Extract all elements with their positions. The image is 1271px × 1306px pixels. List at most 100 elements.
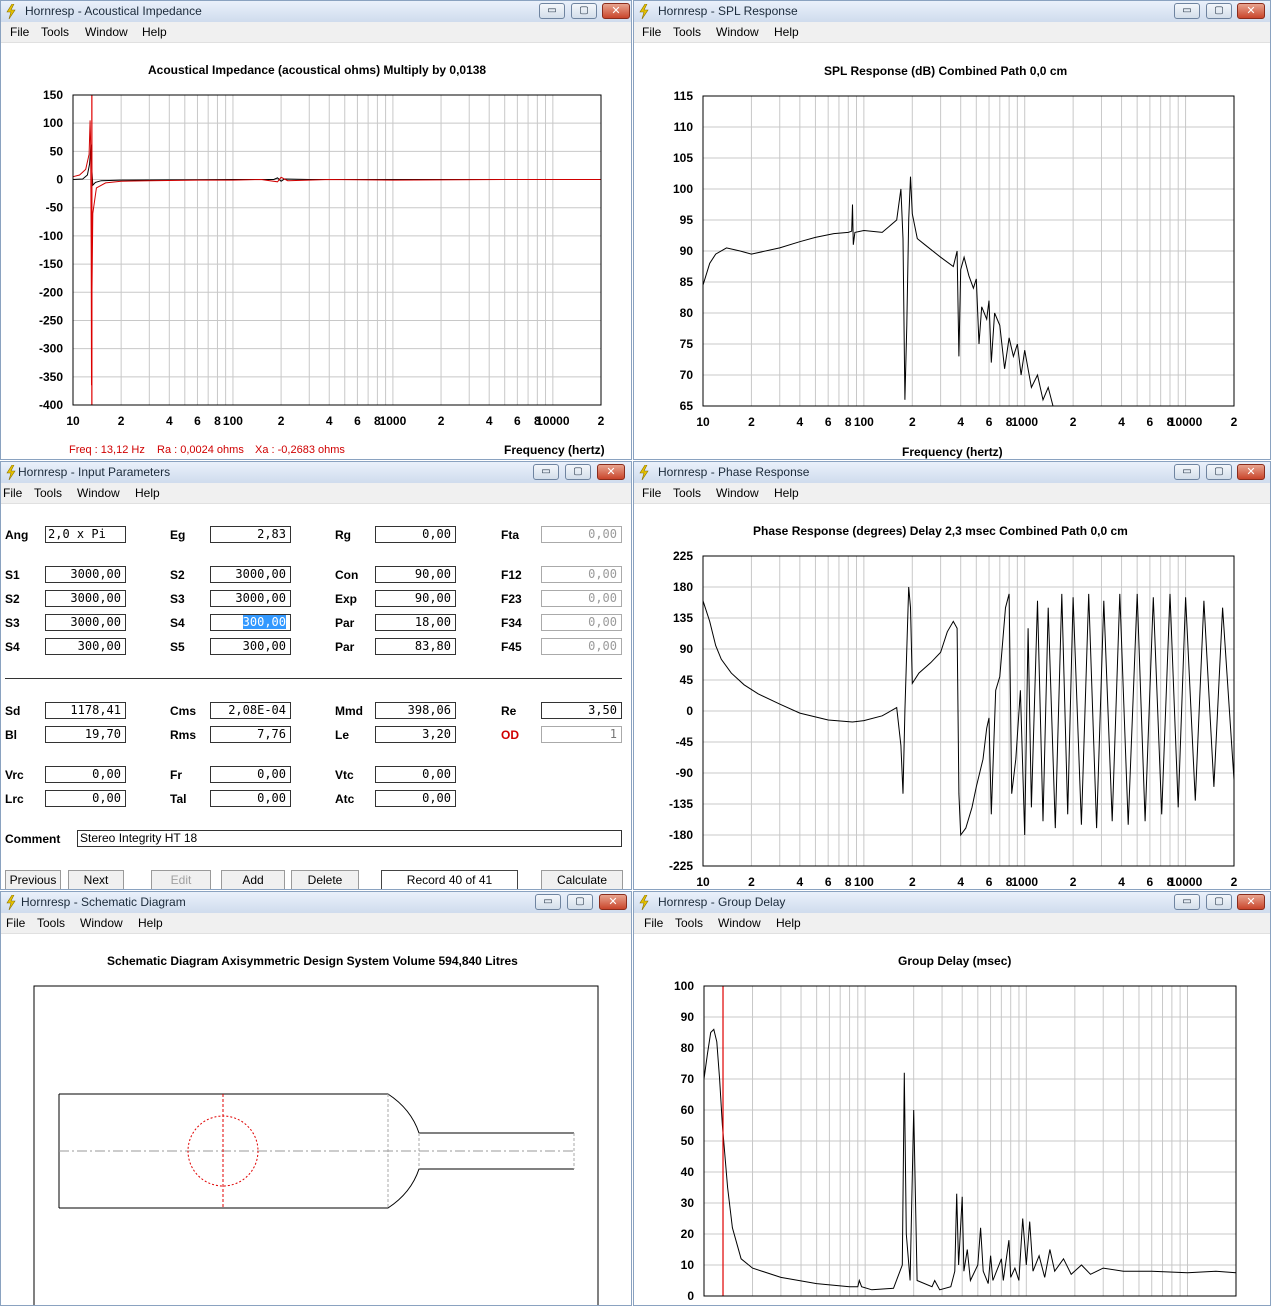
field-s1[interactable]: 3000,00: [45, 566, 126, 583]
maximize-button[interactable]: ▢: [565, 464, 591, 480]
menu-file[interactable]: File: [642, 486, 662, 500]
field-s3[interactable]: 3000,00: [210, 590, 291, 607]
field-eg[interactable]: 2,83: [210, 526, 291, 543]
minimize-button[interactable]: ▭: [535, 894, 561, 910]
menu-file[interactable]: File: [10, 25, 30, 39]
field-con[interactable]: 90,00: [375, 566, 456, 583]
menu-tools[interactable]: Tools: [37, 916, 66, 930]
menu-tools[interactable]: Tools: [673, 486, 702, 500]
menu-tools[interactable]: Tools: [675, 916, 704, 930]
title-bar[interactable]: Hornresp - Group Delay ▭ ▢ ✕: [634, 892, 1270, 914]
close-button[interactable]: ✕: [1237, 894, 1265, 910]
close-button[interactable]: ✕: [597, 464, 625, 480]
minimize-button[interactable]: ▭: [533, 464, 559, 480]
field-vtc[interactable]: 0,00: [375, 766, 456, 783]
field-s2[interactable]: 3000,00: [210, 566, 291, 583]
field-s5[interactable]: 300,00: [210, 638, 291, 655]
title-bar[interactable]: Hornresp - Acoustical Impedance ▭ ▢ ✕: [1, 1, 631, 23]
menu-tools[interactable]: Tools: [673, 25, 702, 39]
close-button[interactable]: ✕: [1237, 464, 1265, 480]
field-par[interactable]: 83,80: [375, 638, 456, 655]
y-tick-label: -400: [39, 398, 63, 412]
add-button[interactable]: Add: [221, 870, 285, 889]
field-re[interactable]: 3,50: [541, 702, 622, 719]
selected-text: 300,00: [242, 615, 286, 629]
field-lrc[interactable]: 0,00: [45, 790, 126, 807]
menu-file[interactable]: File: [3, 486, 23, 500]
maximize-button[interactable]: ▢: [1206, 464, 1232, 480]
x-tick-label: 6: [986, 415, 993, 429]
minimize-button[interactable]: ▭: [1174, 464, 1200, 480]
field-ang[interactable]: 2,0 x Pi: [45, 526, 126, 543]
field-par[interactable]: 18,00: [375, 614, 456, 631]
calculate-button[interactable]: Calculate: [541, 870, 623, 889]
minimize-button[interactable]: ▭: [1174, 3, 1200, 19]
menu-help[interactable]: Help: [135, 486, 160, 500]
field-s4-selected[interactable]: 300,00: [210, 614, 291, 631]
delete-button[interactable]: Delete: [291, 870, 359, 889]
field-s2[interactable]: 3000,00: [45, 590, 126, 607]
x-tick-label: 2: [1070, 415, 1077, 429]
comment-field[interactable]: Stereo Integrity HT 18: [77, 830, 622, 847]
label-od[interactable]: OD: [501, 728, 519, 742]
field-sd[interactable]: 1178,41: [45, 702, 126, 719]
y-tick-label: -100: [39, 229, 63, 243]
y-tick-label: 85: [680, 275, 694, 289]
ra-readout: Ra : 0,0024 ohms: [157, 444, 244, 456]
title-bar[interactable]: Hornresp - Schematic Diagram ▭ ▢ ✕: [1, 892, 631, 914]
x-tick-label: 4: [957, 415, 964, 429]
field-s4[interactable]: 300,00: [45, 638, 126, 655]
menu-window[interactable]: Window: [716, 486, 759, 500]
maximize-button[interactable]: ▢: [1206, 3, 1232, 19]
menu-window[interactable]: Window: [77, 486, 120, 500]
close-button[interactable]: ✕: [1237, 3, 1265, 19]
menu-help[interactable]: Help: [142, 25, 167, 39]
y-tick-label: 90: [681, 1010, 695, 1024]
menu-tools[interactable]: Tools: [34, 486, 63, 500]
label-atc: Atc: [335, 792, 355, 806]
field-atc[interactable]: 0,00: [375, 790, 456, 807]
title-bar[interactable]: Hornresp - Input Parameters ▭ ▢ ✕: [1, 462, 631, 484]
maximize-button[interactable]: ▢: [1206, 894, 1232, 910]
menu-window[interactable]: Window: [718, 916, 761, 930]
maximize-button[interactable]: ▢: [567, 894, 593, 910]
field-fr[interactable]: 0,00: [210, 766, 291, 783]
menu-tools[interactable]: Tools: [41, 25, 70, 39]
minimize-button[interactable]: ▭: [1174, 894, 1200, 910]
field-exp[interactable]: 90,00: [375, 590, 456, 607]
field-rg[interactable]: 0,00: [375, 526, 456, 543]
field-bl[interactable]: 19,70: [45, 726, 126, 743]
menu-help[interactable]: Help: [774, 486, 799, 500]
y-tick-label: 100: [43, 116, 63, 130]
menu-help[interactable]: Help: [774, 25, 799, 39]
menu-window[interactable]: Window: [716, 25, 759, 39]
field-s3[interactable]: 3000,00: [45, 614, 126, 631]
maximize-button[interactable]: ▢: [571, 3, 597, 19]
menu-window[interactable]: Window: [85, 25, 128, 39]
menu-help[interactable]: Help: [138, 916, 163, 930]
close-button[interactable]: ✕: [602, 3, 630, 19]
menu-file[interactable]: File: [644, 916, 664, 930]
label-sd: Sd: [5, 704, 21, 718]
minimize-button[interactable]: ▭: [539, 3, 565, 19]
field-vrc[interactable]: 0,00: [45, 766, 126, 783]
hornresp-lightning-icon: [639, 465, 649, 480]
title-bar[interactable]: Hornresp - SPL Response ▭ ▢ ✕: [634, 1, 1270, 23]
close-button[interactable]: ✕: [599, 894, 627, 910]
y-tick-label: 110: [674, 120, 694, 134]
menu-window[interactable]: Window: [80, 916, 123, 930]
field-cms[interactable]: 2,08E-04: [210, 702, 291, 719]
menu-help[interactable]: Help: [776, 916, 801, 930]
field-tal[interactable]: 0,00: [210, 790, 291, 807]
field-le[interactable]: 3,20: [375, 726, 456, 743]
title-bar[interactable]: Hornresp - Phase Response ▭ ▢ ✕: [634, 462, 1270, 484]
plot-background: [73, 95, 601, 405]
menu-file[interactable]: File: [642, 25, 662, 39]
y-tick-label: -50: [46, 201, 64, 215]
next-button[interactable]: Next: [68, 870, 124, 889]
field-rms[interactable]: 7,76: [210, 726, 291, 743]
previous-button[interactable]: Previous: [5, 870, 61, 889]
field-mmd[interactable]: 398,06: [375, 702, 456, 719]
menu-file[interactable]: File: [6, 916, 26, 930]
